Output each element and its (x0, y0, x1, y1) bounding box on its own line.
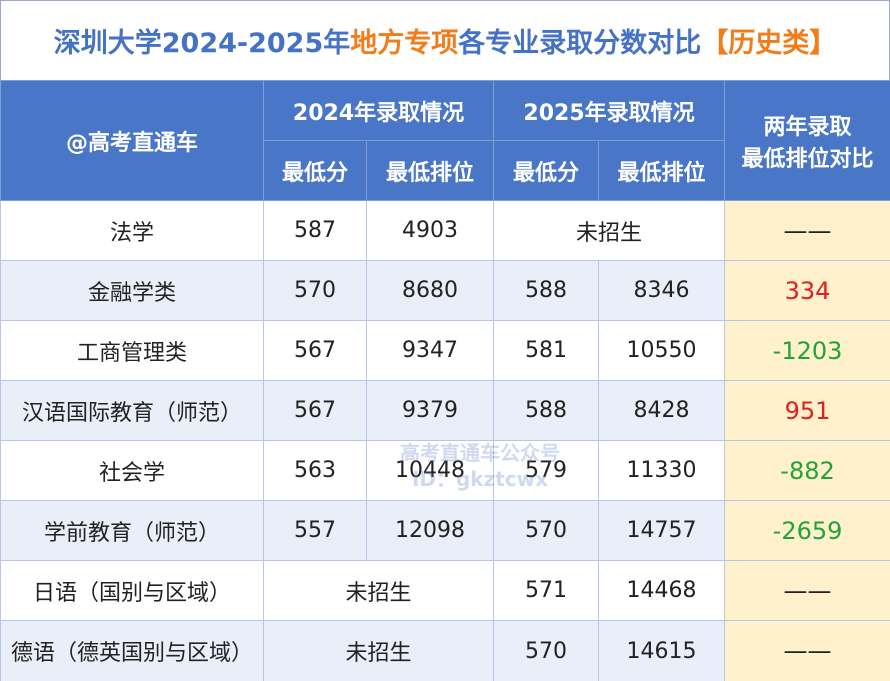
min-rank: 11330 (598, 440, 726, 501)
not-enrolled: 未招生 (262, 620, 495, 681)
min-rank: 8346 (598, 260, 726, 321)
year-header: 2025年录取情况 (493, 80, 726, 141)
min-rank: 9347 (365, 320, 495, 381)
compare-header: 两年录取 最低排位对比 (724, 80, 890, 201)
min-rank: 10448 (365, 440, 495, 501)
min-rank: 14615 (598, 620, 726, 681)
rank-diff: —— (724, 560, 890, 621)
min-score: 587 (263, 200, 367, 261)
min-score: 570 (493, 620, 600, 681)
major: 工商管理类 (0, 320, 264, 381)
min-rank: 14468 (598, 560, 726, 621)
sub-header: 最低排位 (365, 140, 495, 201)
table-row: 德语（德英国别与区域） 未招生 570 14615 —— (0, 620, 890, 681)
min-score: 563 (263, 440, 367, 501)
sub-header: 最低排位 (598, 140, 726, 201)
major: 金融学类 (0, 260, 264, 321)
min-rank: 8680 (365, 260, 495, 321)
min-score: 570 (263, 260, 367, 321)
table-row: 金融学类 570 8680 588 8346 334 (0, 260, 890, 321)
sub-header: 最低分 (493, 140, 600, 201)
not-enrolled: 未招生 (262, 560, 495, 621)
title-part: 深圳大学2024-2025年 (53, 28, 351, 59)
rank-diff: 951 (724, 380, 890, 441)
min-score: 581 (493, 320, 600, 381)
major: 学前教育（师范） (0, 500, 264, 561)
min-rank: 9379 (365, 380, 495, 441)
rank-diff: -2659 (724, 500, 890, 561)
table-row: 工商管理类 567 9347 581 10550 -1203 (0, 320, 890, 381)
min-score: 588 (493, 380, 600, 441)
title-part: 各专业录取分数对比 (458, 28, 702, 59)
min-score: 579 (493, 440, 600, 501)
min-rank: 14757 (598, 500, 726, 561)
rank-diff: —— (724, 620, 890, 681)
table-row: 法学 587 4903 未招生 —— (0, 200, 890, 261)
min-score: 588 (493, 260, 600, 321)
min-score: 570 (493, 500, 600, 561)
major: 德语（德英国别与区域） (0, 620, 264, 681)
title-part: 【历史类】 (701, 28, 837, 59)
min-rank: 8428 (598, 380, 726, 441)
rank-diff: 334 (724, 260, 890, 321)
title-part: 地方专项 (350, 28, 459, 59)
table-row: 社会学 563 10448 579 11330 -882 (0, 440, 890, 501)
min-score: 567 (263, 380, 367, 441)
major: 法学 (0, 200, 264, 261)
table-row: 汉语国际教育（师范） 567 9379 588 8428 951 (0, 380, 890, 441)
year-header: 2024年录取情况 (262, 80, 495, 141)
min-score: 571 (493, 560, 600, 621)
min-rank: 4903 (365, 200, 495, 261)
table-row: 学前教育（师范） 557 12098 570 14757 -2659 (0, 500, 890, 561)
not-enrolled: 未招生 (493, 200, 726, 261)
min-score: 567 (263, 320, 367, 381)
rank-diff: -882 (724, 440, 890, 501)
major: 社会学 (0, 440, 264, 501)
major: 日语（国别与区域） (0, 560, 264, 621)
table-body: 法学 587 4903 未招生 —— 金融学类 570 8680 588 8346 334 工商管理类… (0, 200, 890, 681)
sub-header: 最低分 (263, 140, 367, 201)
table-row: 日语（国别与区域） 未招生 571 14468 —— (0, 560, 890, 621)
min-rank: 10550 (598, 320, 726, 381)
major: 汉语国际教育（师范） (0, 380, 264, 441)
min-rank: 12098 (365, 500, 495, 561)
table: @高考直通车 2024年录取情况 2025年录取情况 两年录取 最低排位对比 最… (0, 80, 890, 681)
rank-diff: -1203 (724, 320, 890, 381)
rank-diff: —— (724, 200, 890, 261)
min-score: 557 (263, 500, 367, 561)
corner: @高考直通车 (0, 80, 264, 201)
title: 深圳大学2024-2025年 地方专项 各专业录取分数对比 【历史类】 (0, 0, 890, 80)
